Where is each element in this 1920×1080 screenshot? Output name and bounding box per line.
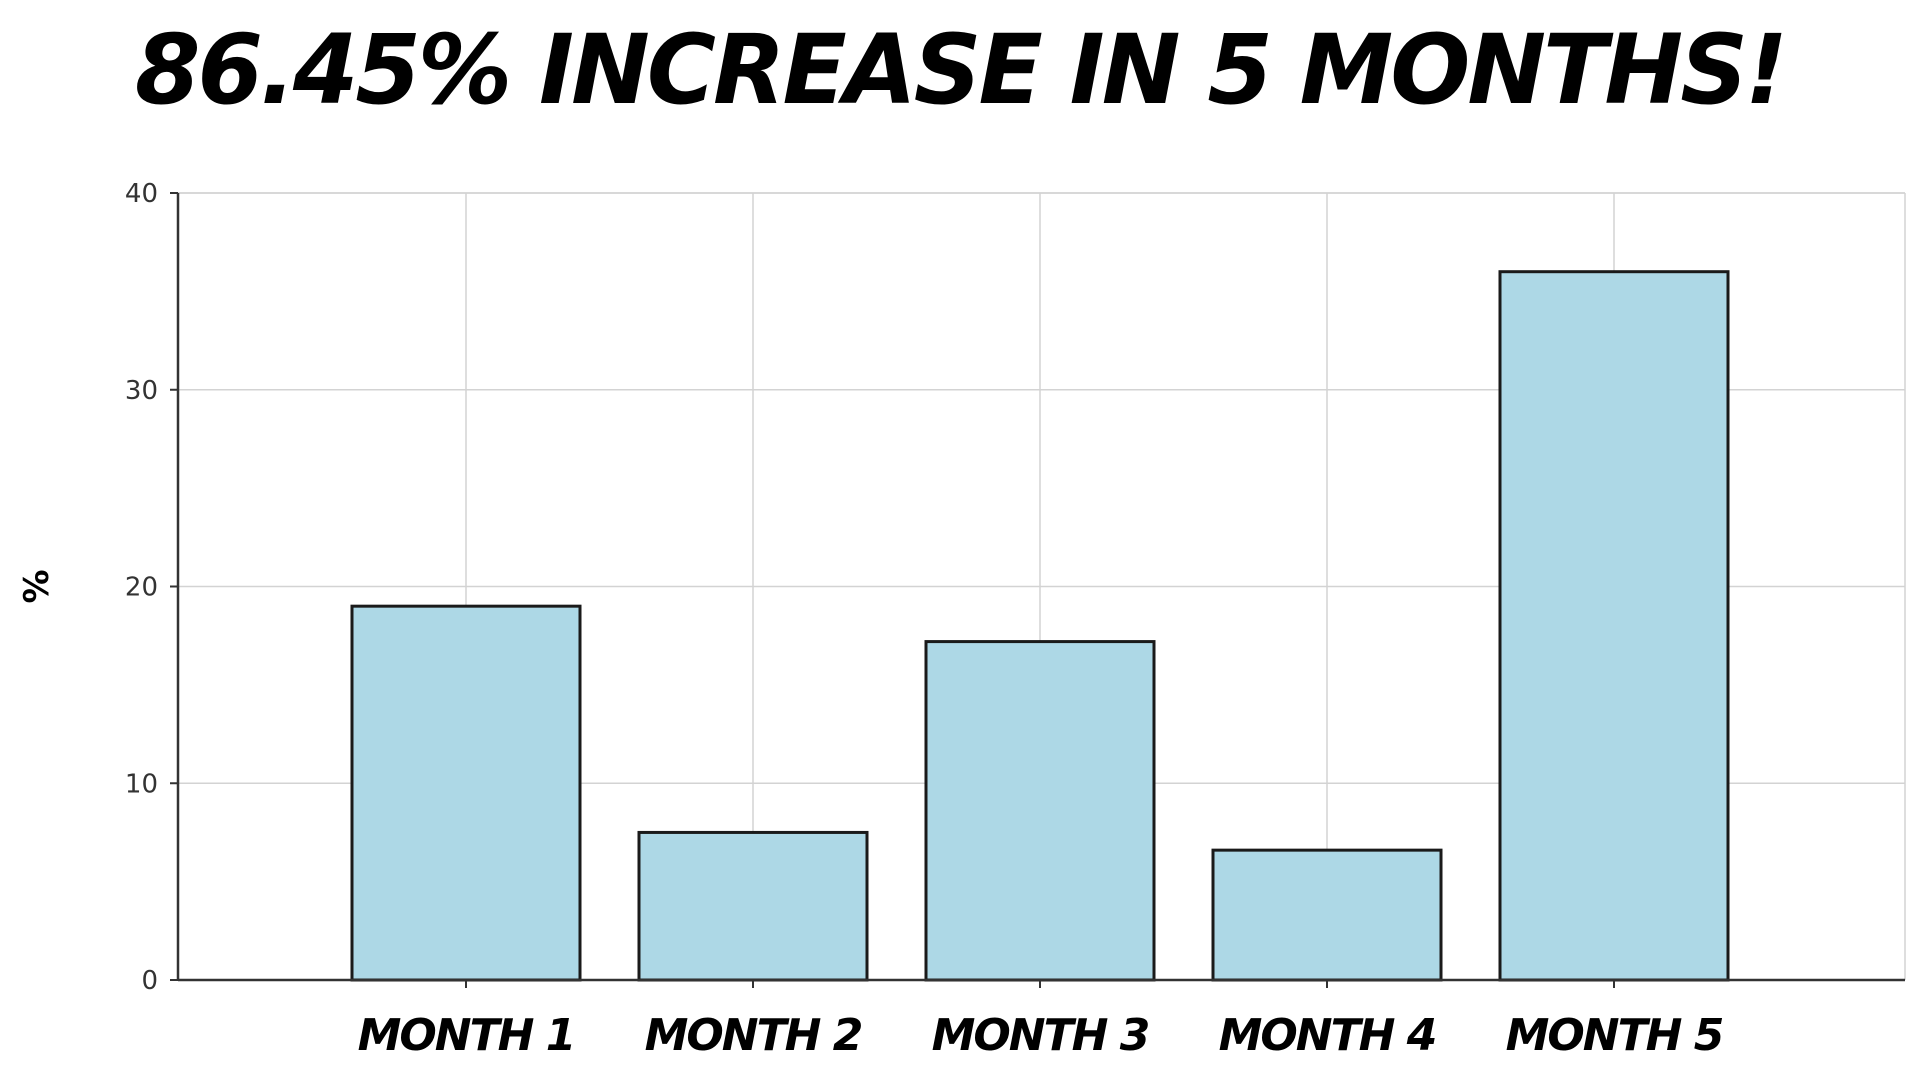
labels: 0 10 20 30 40 MONTH 1 MONTH 2 MONTH 3 MONTH 4 MON… — [125, 179, 1725, 1061]
x-category-label: MONTH 5 — [1506, 1010, 1723, 1061]
y-axis-label: % — [17, 569, 57, 603]
bar-2 — [637, 830, 869, 982]
axes — [170, 192, 1905, 988]
bar-5 — [1498, 270, 1730, 982]
x-category-label: MONTH 4 — [1219, 1010, 1436, 1061]
y-tick-label: 20 — [125, 573, 158, 603]
bar-3 — [924, 640, 1156, 982]
x-category-label: MONTH 1 — [358, 1010, 575, 1061]
bar-4 — [1211, 848, 1443, 982]
x-category-label: MONTH 3 — [932, 1010, 1149, 1061]
chart-title: 86.45% INCREASE IN 5 MONTHS! — [135, 14, 1788, 126]
y-tick-label: 0 — [141, 966, 158, 996]
x-category-label: MONTH 2 — [645, 1010, 862, 1061]
y-tick-label: 40 — [125, 179, 158, 209]
bar-1 — [350, 604, 582, 982]
y-tick-label: 10 — [125, 769, 158, 799]
y-tick-label: 30 — [125, 376, 158, 406]
bars — [350, 270, 1730, 982]
